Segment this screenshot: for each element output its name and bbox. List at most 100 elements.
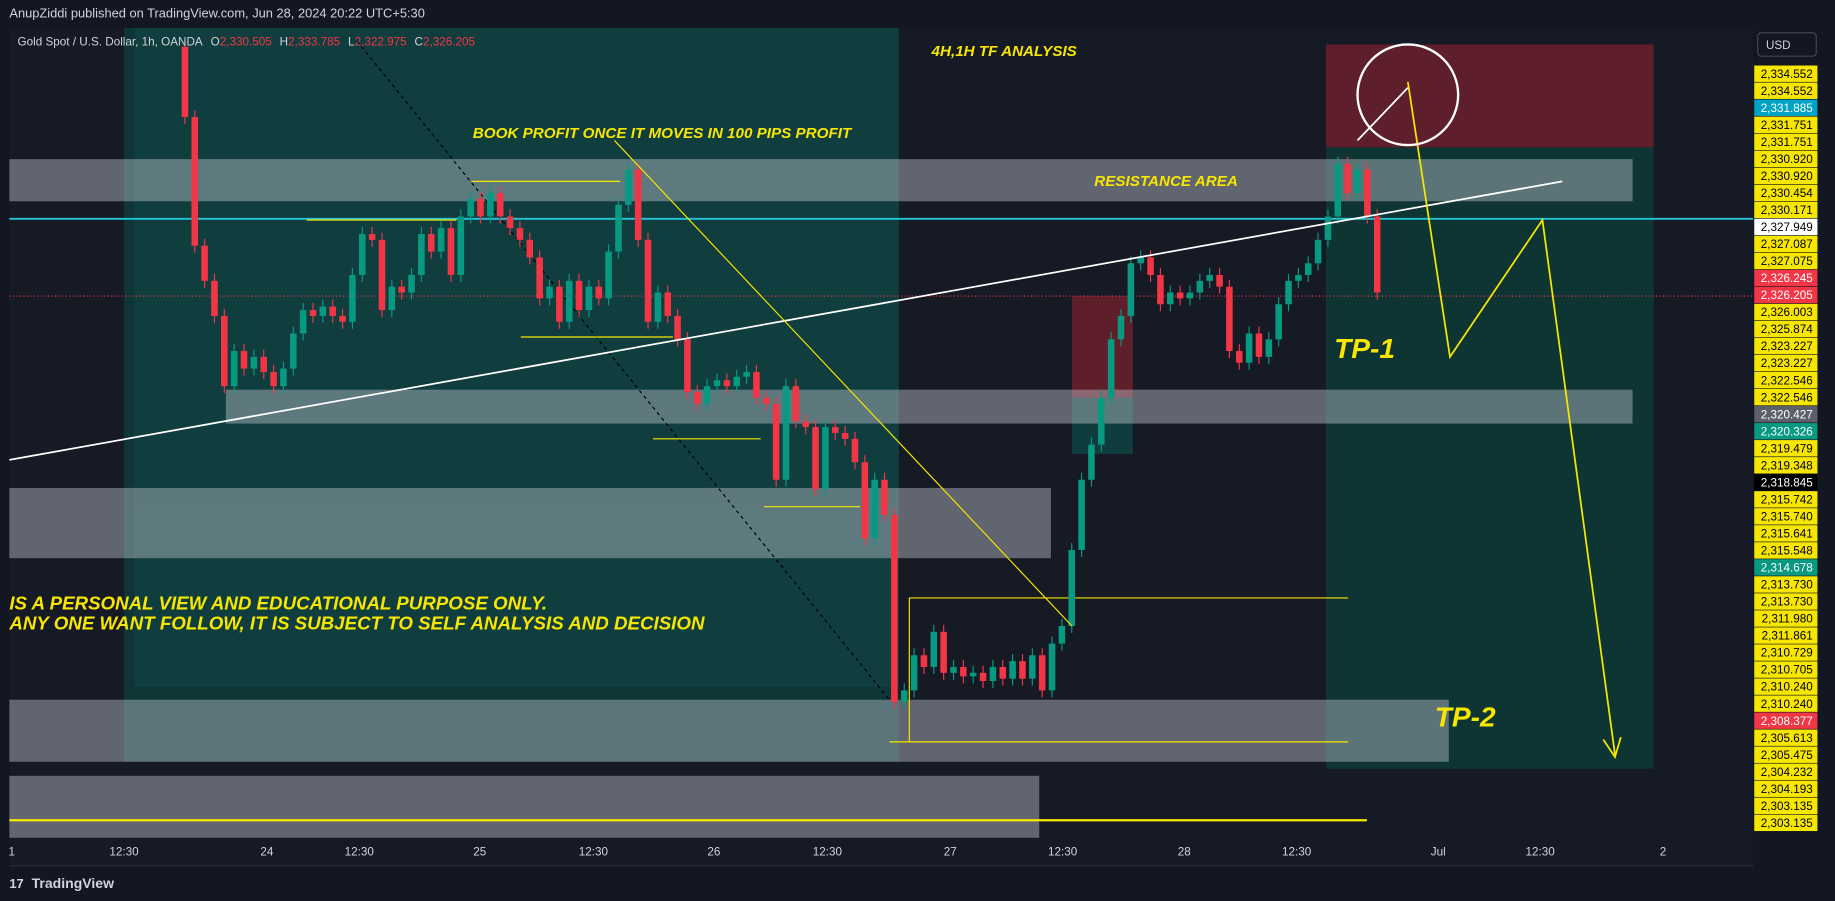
price-label: 2,319.348 xyxy=(1761,459,1813,472)
white-line xyxy=(1356,87,1409,142)
candle-body xyxy=(792,386,800,422)
price-label: 2,310.240 xyxy=(1761,681,1813,694)
annotation: ANY ONE WANT FOLLOW, IT IS SUBJECT TO SE… xyxy=(8,613,705,634)
candle-body xyxy=(1324,216,1332,240)
candle-body xyxy=(1009,661,1016,679)
time-labels: 1 12:30 24 12:30 25 12:30 26 12:30 27 12:30 28 12:3… xyxy=(8,845,1666,858)
price-label-bg xyxy=(1754,644,1818,661)
candle-body xyxy=(930,631,938,667)
candle-body xyxy=(910,655,918,691)
candle-body xyxy=(556,286,563,322)
candle-body xyxy=(240,351,248,369)
candle-body xyxy=(1373,216,1381,293)
candle-body xyxy=(782,386,790,480)
annotation: TP-1 xyxy=(1334,333,1395,364)
ohlc-label: L xyxy=(348,36,355,49)
candle-body xyxy=(713,380,721,387)
price-label: 2,305.613 xyxy=(1761,732,1813,745)
price-label: 2,315.548 xyxy=(1761,545,1813,558)
time-label: 2 xyxy=(1660,845,1667,858)
dashed-line xyxy=(356,40,890,701)
candle-body xyxy=(1275,304,1282,340)
price-label: 2,311.980 xyxy=(1762,613,1814,626)
candle-body xyxy=(1285,280,1292,305)
candle-body xyxy=(950,666,957,673)
candle-body xyxy=(851,438,859,463)
candle-body xyxy=(871,479,878,539)
candle-body xyxy=(575,280,583,311)
circle xyxy=(1356,43,1460,147)
price-label: 2,323.227 xyxy=(1761,357,1813,370)
candle-body xyxy=(585,286,593,311)
candle-body xyxy=(250,356,258,369)
candle-body xyxy=(378,239,386,311)
annotation: BOOK PROFIT ONCE IT MOVES IN 100 PIPS PR… xyxy=(473,125,853,142)
price-label-bg xyxy=(1754,474,1818,491)
price-label-bg xyxy=(1754,559,1818,576)
price-label-bg xyxy=(1754,99,1818,116)
price-label-bg xyxy=(1754,184,1818,202)
candle-body xyxy=(674,315,681,340)
candle-body xyxy=(644,239,652,322)
currency: USD xyxy=(1766,39,1791,52)
publisher: AnupZiddi published on TradingView.com, … xyxy=(9,6,424,21)
candle-body xyxy=(979,672,987,682)
candle-body xyxy=(881,479,888,515)
candle-body xyxy=(1186,292,1194,299)
candle-body xyxy=(743,372,750,377)
annotation: TP-2 xyxy=(1435,702,1496,733)
candle-body xyxy=(221,315,228,387)
candle-body xyxy=(733,376,740,387)
ohlc-value: 2,326.205 xyxy=(423,36,475,49)
currency-button[interactable] xyxy=(1757,32,1817,57)
price-label-bg xyxy=(1754,423,1818,440)
candle-body xyxy=(526,239,534,258)
price-label: 2,326.205 xyxy=(1761,289,1813,302)
candle-body xyxy=(703,386,711,404)
price-label-bg xyxy=(1754,661,1818,678)
candle-body xyxy=(1206,274,1213,281)
candle-body xyxy=(1038,655,1046,691)
candle-body xyxy=(1088,444,1095,480)
price-label: 2,334.552 xyxy=(1761,68,1813,81)
candle-body xyxy=(920,655,928,667)
price-label-bg xyxy=(1754,525,1818,542)
candle-body xyxy=(1334,163,1342,217)
time-label: 12:30 xyxy=(109,845,139,858)
projection xyxy=(1406,81,1616,755)
price-label-bg xyxy=(1754,116,1818,133)
candle-body xyxy=(1019,661,1026,679)
candle-body xyxy=(1245,333,1253,363)
candle-body xyxy=(487,193,494,217)
candle-body xyxy=(1078,479,1085,550)
gray-zones xyxy=(9,159,1633,838)
candle-body xyxy=(447,228,455,275)
price-label: 2,325.874 xyxy=(1761,323,1813,336)
candle-body xyxy=(960,666,967,677)
price-label: 2,323.227 xyxy=(1761,340,1813,353)
price-label-bg xyxy=(1754,780,1818,797)
candle-body xyxy=(1147,257,1154,275)
candle-body xyxy=(831,427,839,433)
candle-body xyxy=(684,339,691,392)
price-label: 2,303.135 xyxy=(1761,800,1813,813)
candle-body xyxy=(1176,292,1184,299)
candle-body xyxy=(1235,351,1243,363)
candle-body xyxy=(408,274,415,293)
annotation: IS A PERSONAL VIEW AND EDUCATIONAL PURPO… xyxy=(9,593,547,614)
candle-body xyxy=(1058,626,1066,644)
yellow-line xyxy=(613,140,1073,627)
candle-body xyxy=(940,631,947,673)
price-label: 2,330.920 xyxy=(1761,153,1813,166)
candle-body xyxy=(1226,286,1233,352)
price-label-bg xyxy=(1754,746,1818,763)
candle-body xyxy=(546,286,553,299)
zone-target xyxy=(1325,147,1654,769)
candle-body xyxy=(319,306,327,316)
price-label: 2,330.454 xyxy=(1761,187,1813,200)
candle-body xyxy=(772,403,780,480)
price-label: 2,310.240 xyxy=(1761,698,1813,711)
candle-body xyxy=(841,432,849,439)
